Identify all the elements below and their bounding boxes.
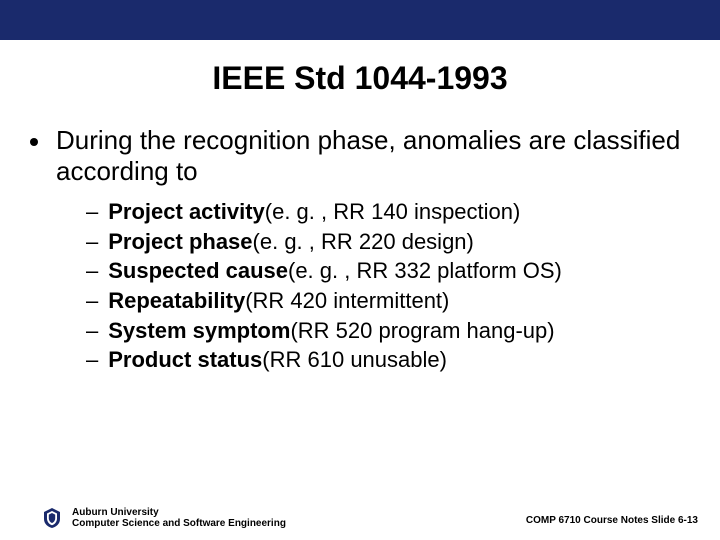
classification-list: – Project activity(e. g. , RR 140 inspec… [86,197,690,375]
slide-footer: Auburn University Computer Science and S… [0,494,720,540]
item-rest: (RR 610 unusable) [262,347,447,372]
footer-org-line1: Auburn University [72,507,286,519]
footer-org: Auburn University Computer Science and S… [72,507,286,530]
list-item: – Repeatability(RR 420 intermittent) [86,286,690,316]
item-bold: Suspected cause [108,258,288,283]
header-bar [0,0,720,40]
item-bold: Project phase [108,229,252,254]
dash-icon: – [86,256,98,286]
item-rest: (e. g. , RR 140 inspection) [265,199,521,224]
footer-slide-number: COMP 6710 Course Notes Slide 6-13 [526,515,698,526]
list-item: – Project activity(e. g. , RR 140 inspec… [86,197,690,227]
university-logo-icon [40,506,64,530]
dash-icon: – [86,316,98,346]
dash-icon: – [86,197,98,227]
lead-text: During the recognition phase, anomalies … [56,125,690,187]
list-item: – Project phase(e. g. , RR 220 design) [86,227,690,257]
item-bold: Product status [108,347,262,372]
item-rest: (RR 420 intermittent) [245,288,449,313]
dash-icon: – [86,345,98,375]
list-item: – Product status(RR 610 unusable) [86,345,690,375]
footer-org-line2: Computer Science and Software Engineerin… [72,518,286,530]
item-rest: (e. g. , RR 220 design) [253,229,474,254]
footer-left: Auburn University Computer Science and S… [40,506,286,530]
item-rest: (e. g. , RR 332 platform OS) [288,258,562,283]
list-item: – System symptom(RR 520 program hang-up) [86,316,690,346]
list-item: – Suspected cause(e. g. , RR 332 platfor… [86,256,690,286]
bullet-disc-icon [30,138,38,146]
item-rest: (RR 520 program hang-up) [290,318,554,343]
item-bold: Repeatability [108,288,245,313]
item-bold: Project activity [108,199,265,224]
slide-content: IEEE Std 1044-1993 During the recognitio… [0,40,720,375]
dash-icon: – [86,286,98,316]
dash-icon: – [86,227,98,257]
item-bold: System symptom [108,318,290,343]
lead-bullet: During the recognition phase, anomalies … [30,125,690,187]
slide-title: IEEE Std 1044-1993 [30,60,690,97]
